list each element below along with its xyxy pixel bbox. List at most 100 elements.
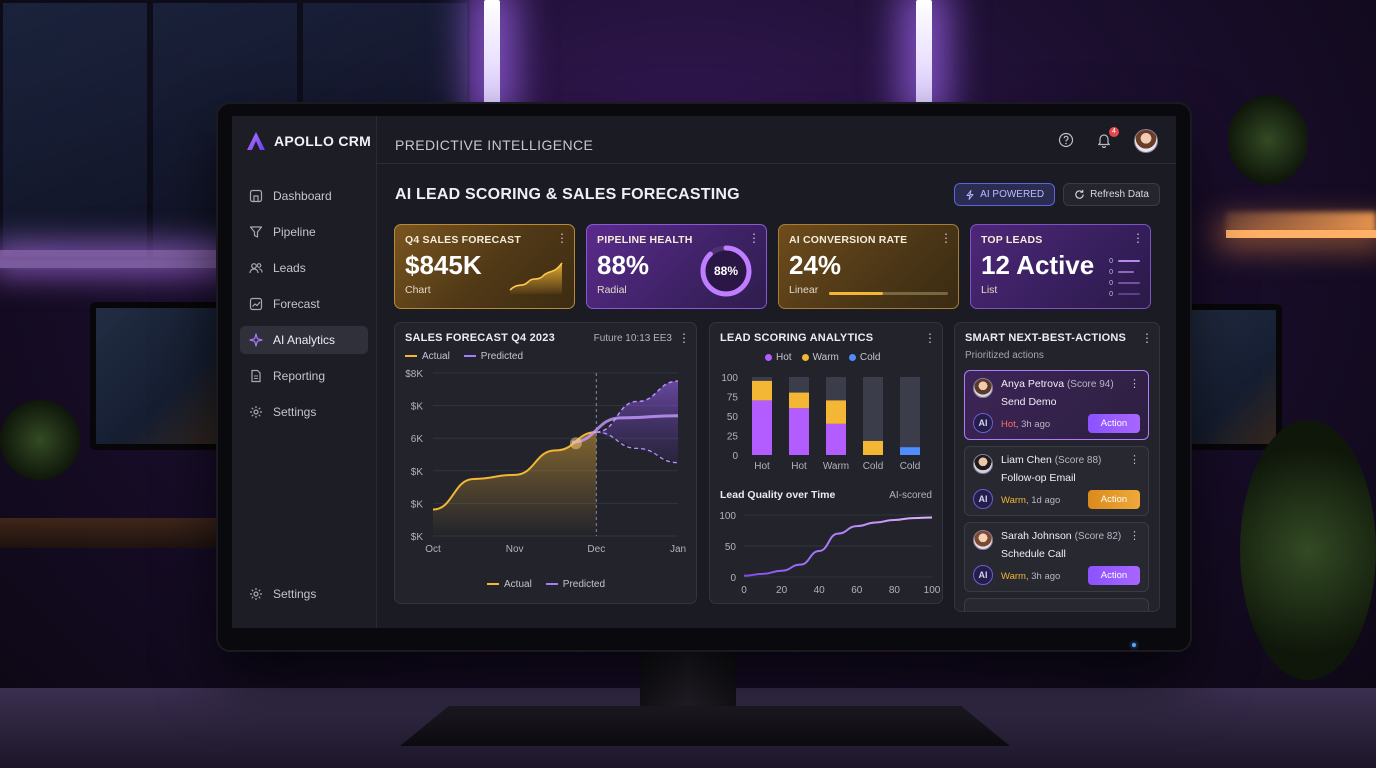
lead-status: Warm, 3h ago	[1001, 571, 1061, 582]
y-tick-label: 75	[727, 393, 739, 404]
sidebar-item-label: Pipeline	[273, 225, 316, 239]
bar-segment-hot	[826, 423, 846, 455]
kpi-q4-sales-forecast[interactable]: Q4 SALES FORECAST $845K Chart ⋮	[394, 224, 575, 309]
action-card[interactable]: Anya Petrova (Score 94) Send Demo AI Hot…	[964, 370, 1149, 440]
sidebar-item-forecast[interactable]: Forecast	[240, 290, 368, 318]
power-led	[1132, 643, 1136, 647]
kpi-sub: List	[981, 284, 998, 296]
lead-task: Schedule Call	[1001, 548, 1066, 560]
action-card[interactable]: Sarah Johnson (Score 82) Schedule Call A…	[964, 522, 1149, 592]
x-tick-label: Oct	[425, 544, 441, 555]
more-icon[interactable]: ⋮	[924, 331, 936, 345]
sidebar-item-leads[interactable]: Leads	[240, 254, 368, 282]
action-button[interactable]: Action	[1088, 414, 1140, 433]
lead-status: Warm, 1d ago	[1001, 495, 1061, 506]
action-card[interactable]: Liam Chen (Score 88) Follow-op Email AI …	[964, 446, 1149, 516]
sidebar-bottom: Settings	[240, 580, 368, 608]
panel-title: SMART NEXT-BEST-ACTIONS	[965, 332, 1127, 344]
lead-task: Follow-op Email	[1001, 472, 1076, 484]
background-monitor-left	[90, 302, 230, 450]
section-title: PREDICTIVE INTELLIGENCE	[395, 136, 594, 153]
brand[interactable]: APOLLO CRM	[232, 130, 376, 152]
more-icon[interactable]: ⋮	[1141, 331, 1153, 345]
avatar	[973, 454, 993, 474]
radial-gauge-value: 88%	[714, 264, 738, 278]
bar-segment-hot	[789, 408, 809, 455]
list-item: 0	[1109, 268, 1140, 276]
more-icon[interactable]: ⋮	[1129, 530, 1140, 542]
more-icon[interactable]: ⋮	[556, 231, 568, 245]
ai-badge: AI	[973, 565, 993, 585]
ai-powered-badge[interactable]: AI POWERED	[954, 183, 1056, 206]
apollo-logo-icon	[247, 132, 265, 150]
sidebar-item-settings-bottom[interactable]: Settings	[240, 580, 368, 608]
kpi-value: $845K	[405, 250, 482, 280]
y-tick-label: 100	[719, 511, 736, 522]
kpi-top-leads[interactable]: TOP LEADS 12 Active List ⋮ 0 0 0 0	[970, 224, 1151, 309]
background-monitor-right	[1186, 304, 1282, 450]
bar-background	[863, 377, 883, 455]
sidebar-item-dashboard[interactable]: Dashboard	[240, 182, 368, 210]
ai-badge: AI	[973, 489, 993, 509]
actual-area	[433, 432, 597, 536]
next-best-actions-panel: SMART NEXT-BEST-ACTIONS ⋮ Prioritized ac…	[954, 322, 1160, 612]
sidebar-item-label: AI Analytics	[273, 333, 336, 347]
plant-left	[0, 400, 80, 480]
user-avatar[interactable]	[1134, 128, 1158, 153]
x-tick-label: Cold	[900, 461, 921, 472]
lead-task: Send Demo	[1001, 396, 1057, 408]
more-icon[interactable]: ⋮	[940, 231, 952, 245]
sidebar-item-label: Forecast	[273, 297, 320, 311]
kpi-value: 24%	[789, 250, 842, 280]
x-tick-label: 20	[776, 585, 788, 596]
sidebar-item-pipeline[interactable]: Pipeline	[240, 218, 368, 246]
radial-gauge: 88%	[700, 245, 752, 297]
more-icon[interactable]: ⋮	[1129, 378, 1140, 390]
more-icon[interactable]: ⋮	[678, 331, 690, 345]
x-tick-label: Nov	[506, 544, 524, 555]
conversion-progress-fill	[829, 292, 883, 295]
notification-badge: 4	[1109, 126, 1119, 137]
users-icon	[248, 261, 263, 276]
kpi-sub: Radial	[597, 284, 627, 296]
bar-background	[900, 377, 920, 455]
sidebar-item-settings[interactable]: Settings	[240, 398, 368, 426]
topbar-actions: 4	[1058, 126, 1158, 153]
bar-segment-warm	[826, 400, 846, 424]
sidebar-item-reporting[interactable]: Reporting	[240, 362, 368, 390]
x-tick-label: 40	[814, 585, 826, 596]
gear-icon	[248, 587, 263, 602]
lead-quality-line-chart: 0 50 100 0 20 40 60 80 100	[719, 511, 941, 596]
more-icon[interactable]: ⋮	[1132, 231, 1144, 245]
bar-segment-warm	[752, 380, 772, 401]
x-tick-label: 100	[924, 585, 941, 596]
lead-name: Anya Petrova (Score 94)	[1001, 378, 1114, 390]
action-card-partial[interactable]	[964, 598, 1149, 611]
panel-title: SALES FORECAST Q4 2023	[405, 332, 555, 344]
y-tick-label: 100	[721, 373, 738, 384]
action-button[interactable]: Action	[1088, 490, 1140, 509]
bell-icon[interactable]: 4	[1096, 126, 1119, 150]
avatar	[973, 530, 993, 550]
lightning-icon	[966, 189, 974, 200]
kpi-label: AI CONVERSION RATE	[789, 234, 908, 246]
help-icon[interactable]	[1058, 132, 1076, 150]
more-icon[interactable]: ⋮	[1129, 454, 1140, 466]
refresh-data-button[interactable]: Refresh Data	[1063, 183, 1160, 206]
x-tick-label: Cold	[863, 461, 884, 472]
legend-item-predicted: Predicted	[545, 579, 605, 590]
kpi-pipeline-health[interactable]: PIPELINE HEALTH 88% Radial ⋮ 88%	[586, 224, 767, 309]
sparkle-icon	[248, 333, 263, 348]
kpi-ai-conversion-rate[interactable]: AI CONVERSION RATE 24% Linear ⋮	[778, 224, 959, 309]
plant-shelf	[1228, 95, 1308, 185]
bar-segment-hot	[752, 400, 772, 455]
sidebar-item-ai-analytics[interactable]: AI Analytics	[240, 326, 368, 354]
ai-badge: AI	[973, 413, 993, 433]
action-button[interactable]: Action	[1088, 566, 1140, 585]
ai-powered-label: AI POWERED	[980, 189, 1045, 200]
x-tick-label: 60	[851, 585, 863, 596]
list-item: 0	[1109, 290, 1140, 298]
y-tick-label: 6K	[411, 434, 424, 445]
x-tick-label: 0	[741, 585, 747, 596]
more-icon[interactable]: ⋮	[748, 231, 760, 245]
